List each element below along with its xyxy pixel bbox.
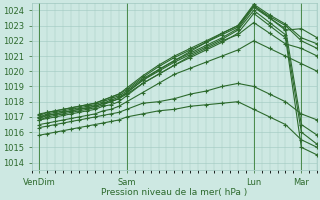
X-axis label: Pression niveau de la mer( hPa ): Pression niveau de la mer( hPa ): [101, 188, 247, 197]
